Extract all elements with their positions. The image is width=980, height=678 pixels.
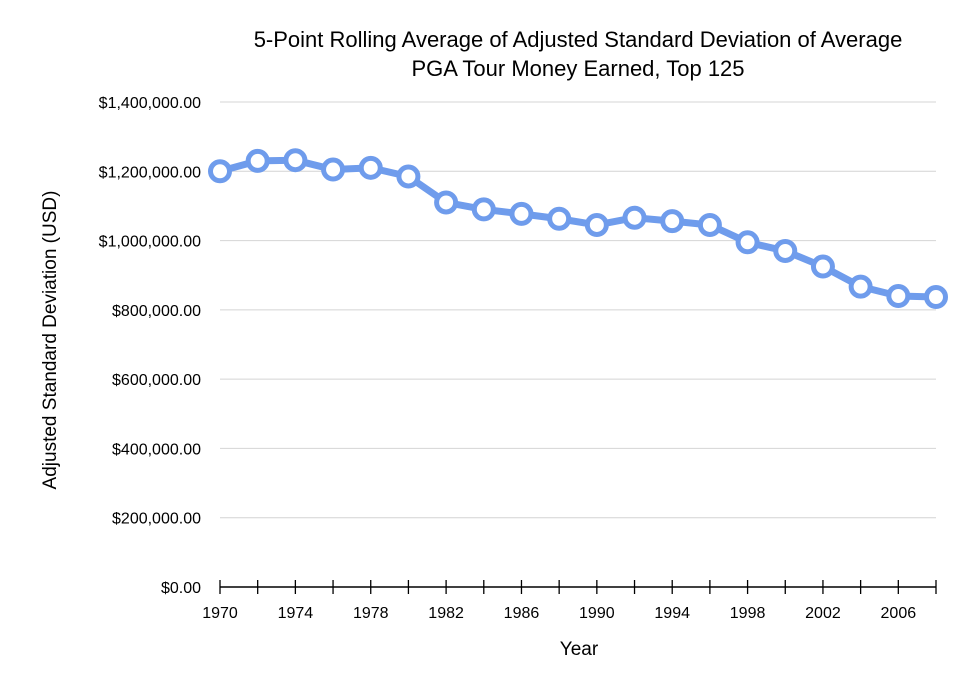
y-tick-label: $1,000,000.00	[99, 234, 201, 251]
x-tick-label: 2002	[805, 605, 841, 622]
y-axis-ticks: $0.00 $200,000.00 $400,000.00 $600,000.00 $8…	[99, 95, 201, 597]
data-point	[848, 274, 873, 299]
data-point	[471, 197, 496, 222]
x-tick-label: 1998	[730, 605, 766, 622]
y-tick-label: $400,000.00	[112, 441, 201, 458]
chart-title-line-1: 5-Point Rolling Average of Adjusted Stan…	[254, 27, 903, 52]
x-axis-label: Year	[560, 639, 599, 660]
data-point	[584, 212, 609, 237]
y-tick-label: $1,200,000.00	[99, 164, 201, 181]
x-tick-label: 2006	[881, 605, 917, 622]
data-point	[208, 159, 232, 184]
x-tick-label: 1978	[353, 605, 389, 622]
x-tick-label: 1986	[504, 605, 540, 622]
y-axis-label: Adjusted Standard Deviation (USD)	[40, 191, 61, 490]
x-tick-label: 1970	[202, 605, 238, 622]
x-axis: 1970 1974 1978 1982 1986 1990 1994 1998 2002 2006	[202, 580, 937, 622]
chart-title-line-2: PGA Tour Money Earned, Top 125	[411, 56, 744, 81]
data-point	[810, 254, 835, 279]
data-point	[622, 205, 647, 230]
y-tick-label: $0.00	[161, 580, 201, 597]
data-point	[735, 230, 760, 255]
data-point	[924, 285, 948, 310]
data-point	[509, 201, 534, 226]
data-point	[321, 157, 346, 182]
data-point	[396, 164, 421, 189]
data-point	[886, 284, 911, 308]
x-tick-label: 1974	[278, 605, 314, 622]
data-point	[358, 155, 383, 180]
y-tick-label: $200,000.00	[112, 511, 201, 528]
data-point	[245, 148, 270, 173]
data-point	[283, 148, 308, 173]
data-point	[660, 209, 685, 234]
data-point	[547, 206, 572, 231]
x-tick-label: 1994	[654, 605, 690, 622]
y-tick-label: $800,000.00	[112, 303, 201, 320]
series-layer	[208, 148, 948, 310]
x-tick-label: 1990	[579, 605, 615, 622]
x-tick-label: 1982	[428, 605, 464, 622]
data-point	[773, 238, 798, 263]
y-tick-label: $1,400,000.00	[99, 95, 201, 112]
data-point	[697, 212, 722, 237]
y-tick-label: $600,000.00	[112, 372, 201, 389]
data-point	[434, 190, 459, 215]
